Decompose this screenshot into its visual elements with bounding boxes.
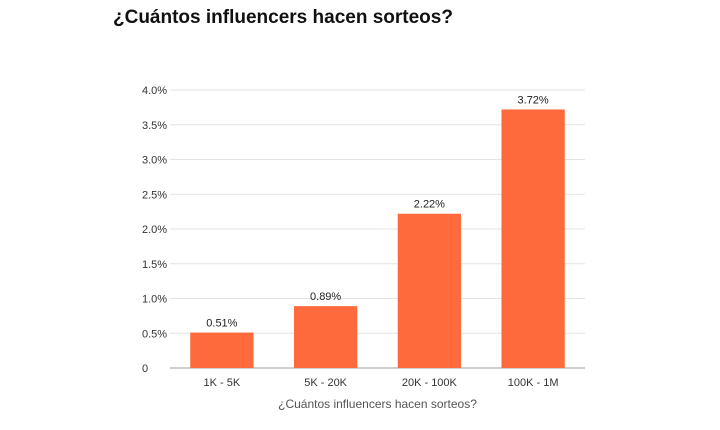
y-tick-label: 0.5% [142, 328, 167, 340]
y-tick-label: 0 [142, 363, 148, 375]
x-tick-label: 100K - 1M [508, 377, 559, 389]
bar [190, 332, 254, 368]
x-axis-ticks: 1K - 5K 5K - 20K 20K - 100K 100K - 1M [204, 377, 559, 389]
y-tick-label: 2.0% [142, 224, 167, 236]
data-labels: 0.51% 0.89% 2.22% 3.72% [206, 94, 549, 329]
x-axis-title: ¿Cuántos influencers hacen sorteos? [278, 397, 477, 411]
bar [397, 213, 462, 368]
data-label: 3.72% [518, 94, 549, 106]
x-tick-label: 5K - 20K [304, 377, 347, 389]
x-tick-label: 1K - 5K [204, 377, 241, 389]
y-tick-label: 1.5% [142, 259, 167, 271]
y-tick-label: 3.5% [142, 120, 167, 132]
y-tick-label: 2.5% [142, 189, 167, 201]
y-tick-label: 1.0% [142, 294, 167, 306]
x-tick-label: 20K - 100K [402, 377, 458, 389]
chart-title: ¿Cuántos influencers hacen sorteos? [113, 7, 453, 28]
bars [190, 109, 565, 369]
y-axis-ticks: 0 0.5% 1.0% 1.5% 2.0% 2.5% 3.0% 3.5% 4.0% [142, 85, 167, 375]
bar [501, 109, 565, 369]
data-label: 0.51% [206, 318, 237, 330]
bar [293, 306, 358, 368]
y-tick-label: 4.0% [142, 85, 167, 97]
data-label: 2.22% [414, 199, 445, 211]
data-label: 0.89% [310, 291, 341, 303]
y-tick-label: 3.0% [142, 155, 167, 167]
